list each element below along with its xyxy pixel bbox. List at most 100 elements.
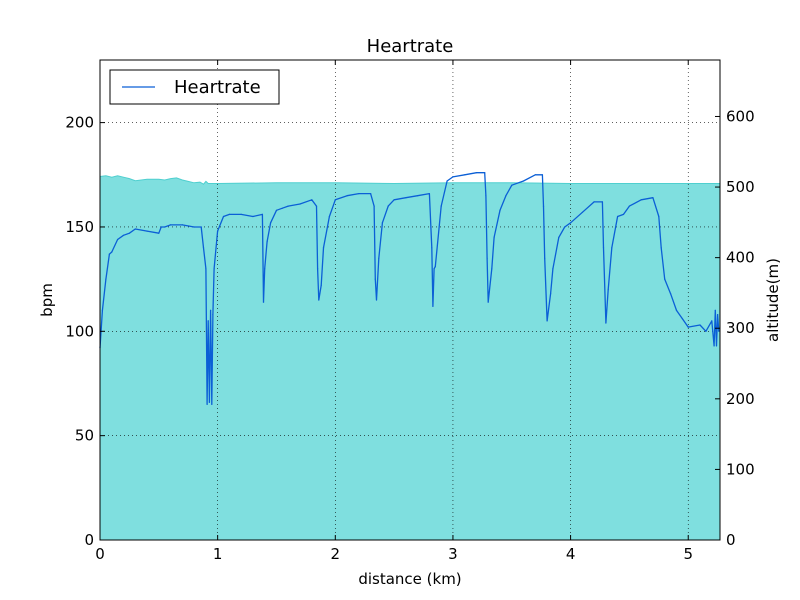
heartrate-point	[433, 268, 435, 270]
heartrate-point	[222, 215, 225, 218]
heartrate-point	[622, 213, 625, 215]
heartrate-point	[101, 309, 103, 311]
x-tick-labels: 0 1 2 3 4 5	[95, 545, 693, 563]
heartrate-point	[122, 234, 125, 236]
heartrate-point	[546, 320, 548, 322]
heartrate-point	[281, 207, 283, 209]
heartrate-point	[675, 309, 678, 311]
x-tick-label: 4	[566, 545, 576, 563]
heartrate-point	[193, 226, 195, 228]
heartrate-point	[464, 174, 466, 176]
heartrate-point	[552, 268, 554, 270]
y2-tick-label: 100	[726, 460, 755, 478]
heartrate-point	[542, 205, 545, 207]
heartrate-point	[128, 232, 130, 234]
tick-layer	[99, 60, 720, 541]
heartrate-point	[381, 222, 383, 224]
heartrate-point	[581, 211, 584, 213]
heartrate-point	[311, 199, 313, 201]
heartrate-point	[105, 278, 107, 280]
heartrate-point	[240, 213, 242, 215]
heartrate-point	[658, 215, 660, 218]
heartrate-point	[452, 176, 454, 178]
grid-layer	[100, 60, 720, 540]
heartrate-point	[322, 247, 325, 249]
heartrate-point	[299, 203, 301, 205]
heartrate-point	[228, 213, 230, 215]
heartrate-point	[491, 268, 493, 270]
heartrate-point	[558, 236, 560, 238]
heartrate-point	[617, 215, 619, 218]
heartrate-point	[108, 253, 110, 255]
heartrate-point	[446, 180, 448, 182]
heartrate-point	[275, 209, 278, 211]
heartrate-point	[320, 284, 322, 286]
plot-frame	[99, 59, 721, 541]
heartrate-point	[486, 257, 488, 259]
x-tick-label: 3	[448, 545, 458, 563]
heartrate-point	[202, 247, 205, 249]
heartrate-point	[718, 330, 720, 332]
heartrate-point	[640, 199, 642, 201]
heartrate-point	[475, 172, 478, 174]
y-axis-title: bpm	[38, 283, 56, 317]
y2-tick-label: 500	[726, 178, 755, 196]
heartrate-point	[534, 174, 536, 176]
heartrate-point	[628, 205, 631, 207]
heartrate-point	[111, 251, 113, 253]
heartrate-point	[714, 309, 716, 311]
y2-axis-title: altitude(m)	[764, 258, 782, 342]
heartrate-point	[200, 226, 202, 228]
heartrate-point	[318, 299, 320, 301]
heartrate-point	[431, 247, 433, 249]
heartrate-point	[373, 205, 375, 207]
heartrate-point	[687, 326, 689, 328]
y-tick-label: 150	[65, 218, 94, 236]
heartrate-point	[134, 228, 136, 230]
heartrate-point	[266, 241, 268, 243]
heartrate-point	[681, 318, 684, 320]
heartrate-point	[346, 195, 348, 197]
y2-tick-label: 0	[726, 531, 736, 549]
heartrate-point	[607, 289, 609, 291]
altitude-area-layer	[99, 175, 720, 541]
heartrate-point	[602, 247, 605, 249]
heartrate-point	[158, 232, 160, 234]
heartrate-point	[387, 205, 389, 207]
heartrate-point	[699, 324, 701, 326]
heartrate-point	[262, 301, 265, 303]
heartrate-point	[660, 247, 662, 249]
legend-label-heartrate: Heartrate	[174, 77, 261, 98]
heartrate-point	[605, 322, 607, 324]
heartrate-point	[317, 268, 319, 270]
y2-tick-labels: 0 100 200 300 400 500 600	[726, 107, 755, 549]
heartrate-point	[713, 345, 715, 347]
heartrate-point	[499, 209, 501, 211]
heartrate-point	[664, 278, 666, 280]
heartrate-point	[485, 195, 487, 197]
heartrate-point	[378, 257, 380, 259]
heartrate-point	[315, 205, 318, 207]
heartrate-point	[370, 193, 372, 195]
heartrate-point	[374, 278, 376, 280]
heartrate-point	[261, 213, 263, 215]
heartrate-point	[264, 268, 266, 270]
heartrate-point	[670, 293, 672, 295]
y2-tick-label: 400	[726, 249, 755, 267]
heartrate-point	[334, 199, 336, 201]
x-tick-label: 1	[213, 545, 223, 563]
heartrate-point	[164, 226, 166, 228]
heartrate-point	[213, 268, 215, 270]
x-tick-label: 5	[683, 545, 693, 563]
heartrate-point	[611, 247, 613, 249]
heartrate-point	[428, 193, 430, 195]
heartrate-point	[393, 199, 395, 201]
heartrate-point	[181, 224, 183, 226]
heartrate-point	[270, 222, 272, 224]
heartrate-point	[550, 293, 552, 295]
y2-tick-label: 300	[726, 319, 755, 337]
heartrate-point	[434, 266, 436, 268]
heartrate-point	[205, 268, 207, 270]
heartrate-point	[375, 299, 378, 301]
